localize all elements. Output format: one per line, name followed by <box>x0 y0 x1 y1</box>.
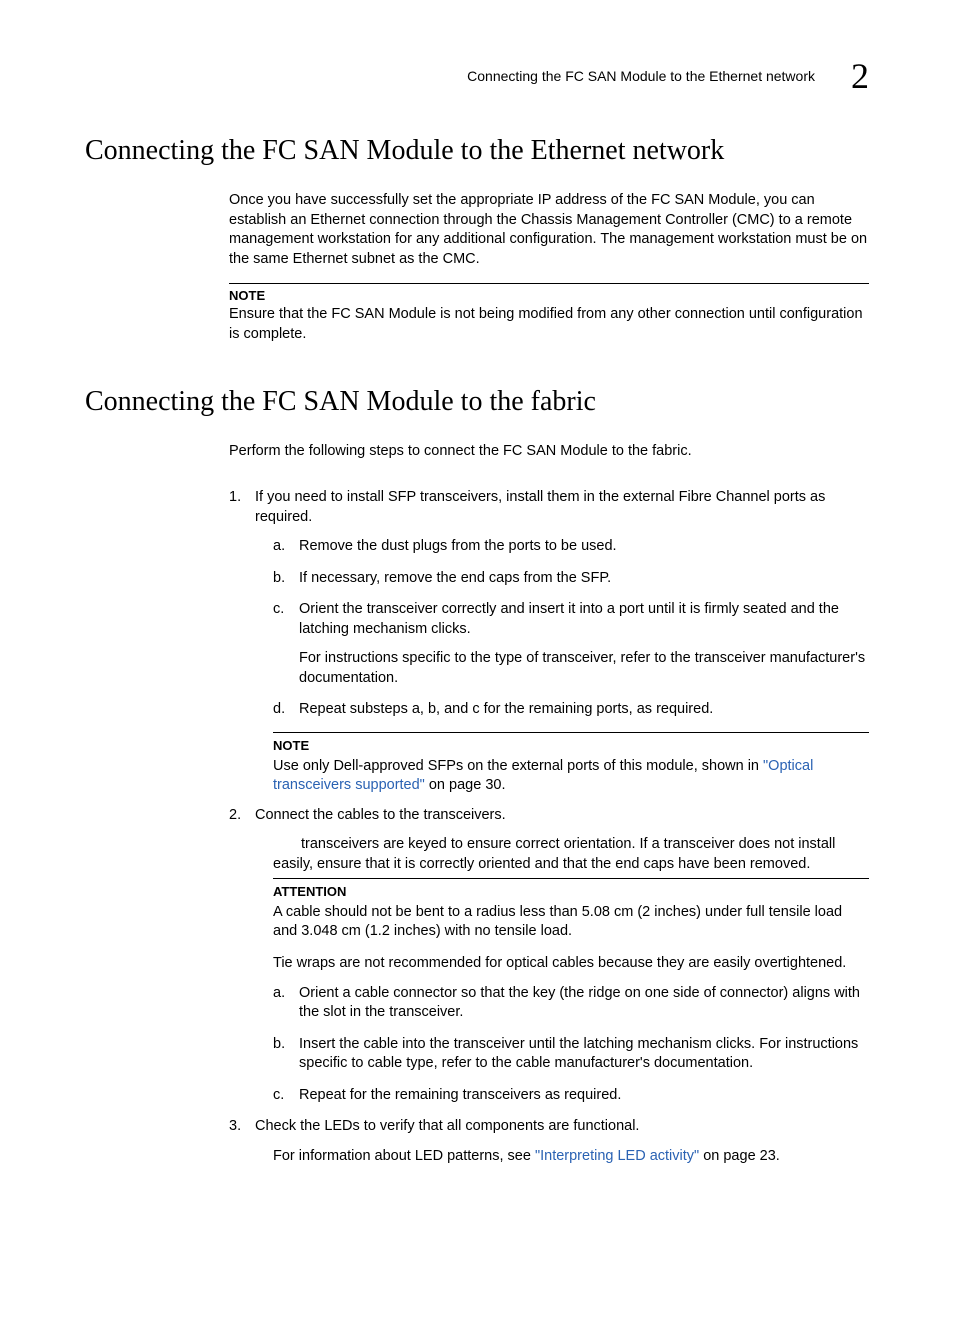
step-1d: Repeat substeps a, b, and c for the rema… <box>273 700 869 720</box>
step-3-para: For information about LED patterns, see … <box>273 1147 869 1167</box>
page: Connecting the FC SAN Module to the Ethe… <box>0 0 954 1317</box>
step-2-para: transceivers are keyed to ensure correct… <box>273 835 869 874</box>
chapter-number: 2 <box>851 58 869 94</box>
section1-heading: Connecting the FC SAN Module to the Ethe… <box>85 135 869 167</box>
step-2a: Orient a cable connector so that the key… <box>273 984 869 1023</box>
steps-list: If you need to install SFP transceivers,… <box>229 488 869 1167</box>
step-1c: Orient the transceiver correctly and ins… <box>273 600 869 688</box>
note-text: Ensure that the FC SAN Module is not bei… <box>229 305 869 344</box>
step-1c-text: Orient the transceiver correctly and ins… <box>299 601 839 637</box>
step-2-tiewrap-para: Tie wraps are not recommended for optica… <box>273 954 869 974</box>
step-2: Connect the cables to the transceivers. … <box>229 806 869 1106</box>
attention-label: ATTENTION <box>273 883 869 901</box>
section2-intro-wrap: Perform the following steps to connect t… <box>229 442 869 462</box>
section2-heading: Connecting the FC SAN Module to the fabr… <box>85 386 869 418</box>
section2-intro: Perform the following steps to connect t… <box>229 442 869 462</box>
step-1-note-text: Use only Dell-approved SFPs on the exter… <box>273 757 869 796</box>
step-1b: If necessary, remove the end caps from t… <box>273 569 869 589</box>
step-1: If you need to install SFP transceivers,… <box>229 488 869 796</box>
step-1-note: NOTE Use only Dell-approved SFPs on the … <box>273 732 869 796</box>
step-2b: Insert the cable into the transceiver un… <box>273 1035 869 1074</box>
note-label: NOTE <box>273 737 869 755</box>
running-header: Connecting the FC SAN Module to the Ethe… <box>467 58 869 94</box>
step-2-text: Connect the cables to the transceivers. <box>255 807 506 823</box>
step-2-substeps: Orient a cable connector so that the key… <box>273 984 869 1106</box>
step-2c: Repeat for the remaining transceivers as… <box>273 1086 869 1106</box>
step-1-text: If you need to install SFP transceivers,… <box>255 489 825 525</box>
step-3: Check the LEDs to verify that all compon… <box>229 1117 869 1166</box>
section1-note: NOTE Ensure that the FC SAN Module is no… <box>229 283 869 344</box>
attention-text: A cable should not be bent to a radius l… <box>273 903 869 942</box>
step-1-note-post: on page 30. <box>425 777 506 793</box>
content: Connecting the FC SAN Module to the Ethe… <box>0 0 954 1167</box>
step-1a: Remove the dust plugs from the ports to … <box>273 537 869 557</box>
link-led-activity[interactable]: "Interpreting LED activity" <box>535 1148 699 1164</box>
step-3-text: Check the LEDs to verify that all compon… <box>255 1118 639 1134</box>
section1-para1: Once you have successfully set the appro… <box>229 191 869 269</box>
step-1-substeps: Remove the dust plugs from the ports to … <box>273 537 869 720</box>
step-3-pre: For information about LED patterns, see <box>273 1148 535 1164</box>
step-1c-para: For instructions specific to the type of… <box>299 649 869 688</box>
section1-body: Once you have successfully set the appro… <box>229 191 869 269</box>
step-2-attention: ATTENTION A cable should not be bent to … <box>273 878 869 942</box>
step-1-note-pre: Use only Dell-approved SFPs on the exter… <box>273 758 763 774</box>
step-3-post: on page 23. <box>699 1148 780 1164</box>
running-title: Connecting the FC SAN Module to the Ethe… <box>467 68 815 84</box>
note-label: NOTE <box>229 288 869 303</box>
